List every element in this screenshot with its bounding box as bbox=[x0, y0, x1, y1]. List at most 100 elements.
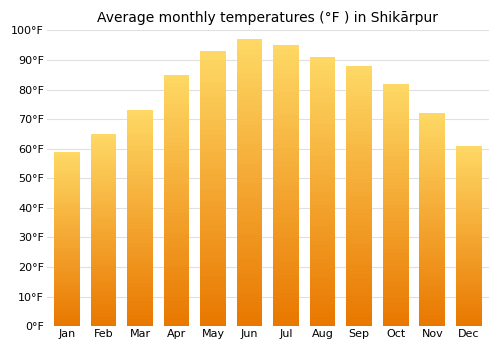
Bar bbox=[127, 236, 152, 240]
Bar bbox=[383, 84, 408, 88]
Bar bbox=[420, 188, 445, 191]
Bar bbox=[456, 260, 481, 263]
Bar bbox=[127, 251, 152, 254]
Bar bbox=[127, 240, 152, 243]
Bar bbox=[200, 276, 226, 280]
Bar bbox=[90, 179, 116, 182]
Bar bbox=[310, 295, 336, 299]
Bar bbox=[383, 124, 408, 128]
Bar bbox=[310, 151, 336, 156]
Bar bbox=[310, 250, 336, 254]
Bar bbox=[420, 308, 445, 312]
Bar bbox=[456, 272, 481, 275]
Bar bbox=[200, 102, 226, 106]
Bar bbox=[420, 255, 445, 259]
Bar bbox=[54, 175, 80, 178]
Bar bbox=[200, 262, 226, 267]
Bar bbox=[383, 217, 408, 221]
Bar bbox=[383, 156, 408, 160]
Bar bbox=[420, 127, 445, 131]
Bar bbox=[237, 264, 262, 269]
Bar bbox=[383, 96, 408, 100]
Bar bbox=[346, 88, 372, 92]
Bar bbox=[237, 116, 262, 120]
Bar bbox=[274, 204, 299, 209]
Bar bbox=[237, 168, 262, 173]
Bar bbox=[54, 320, 80, 323]
Bar bbox=[346, 309, 372, 313]
Bar bbox=[274, 97, 299, 102]
Bar bbox=[54, 309, 80, 312]
Bar bbox=[127, 247, 152, 251]
Bar bbox=[164, 138, 190, 142]
Bar bbox=[164, 184, 190, 188]
Bar bbox=[274, 293, 299, 298]
Bar bbox=[383, 148, 408, 152]
Bar bbox=[164, 230, 190, 234]
Bar bbox=[127, 254, 152, 258]
Bar bbox=[237, 130, 262, 135]
Bar bbox=[164, 117, 190, 121]
Bar bbox=[90, 150, 116, 153]
Bar bbox=[274, 55, 299, 59]
Bar bbox=[90, 134, 116, 137]
Bar bbox=[90, 281, 116, 285]
Title: Average monthly temperatures (°F ) in Shikārpur: Average monthly temperatures (°F ) in Sh… bbox=[98, 11, 438, 25]
Bar bbox=[200, 280, 226, 285]
Bar bbox=[310, 237, 336, 241]
Bar bbox=[420, 237, 445, 241]
Bar bbox=[274, 190, 299, 195]
Bar bbox=[54, 294, 80, 297]
Bar bbox=[383, 132, 408, 136]
Bar bbox=[237, 78, 262, 82]
Bar bbox=[237, 307, 262, 312]
Bar bbox=[456, 164, 481, 167]
Bar bbox=[200, 175, 226, 180]
Bar bbox=[456, 266, 481, 269]
Bar bbox=[310, 254, 336, 259]
Bar bbox=[456, 215, 481, 218]
Bar bbox=[456, 284, 481, 287]
Bar bbox=[54, 204, 80, 207]
Bar bbox=[420, 259, 445, 262]
Bar bbox=[383, 294, 408, 298]
Bar bbox=[274, 92, 299, 97]
Bar bbox=[164, 100, 190, 104]
Bar bbox=[383, 241, 408, 245]
Bar bbox=[420, 280, 445, 284]
Bar bbox=[200, 198, 226, 202]
Bar bbox=[420, 301, 445, 305]
Bar bbox=[310, 70, 336, 75]
Bar bbox=[127, 258, 152, 261]
Bar bbox=[274, 317, 299, 321]
Bar bbox=[90, 172, 116, 176]
Bar bbox=[346, 70, 372, 75]
Bar bbox=[456, 176, 481, 179]
Bar bbox=[90, 291, 116, 294]
Bar bbox=[383, 213, 408, 217]
Bar bbox=[420, 209, 445, 212]
Bar bbox=[310, 228, 336, 232]
Bar bbox=[164, 129, 190, 133]
Bar bbox=[127, 128, 152, 132]
Bar bbox=[420, 134, 445, 138]
Bar bbox=[310, 165, 336, 169]
Bar bbox=[200, 234, 226, 239]
Bar bbox=[310, 187, 336, 191]
Bar bbox=[164, 133, 190, 138]
Bar bbox=[420, 124, 445, 127]
Bar bbox=[237, 135, 262, 140]
Bar bbox=[90, 166, 116, 169]
Bar bbox=[346, 178, 372, 183]
Bar bbox=[383, 261, 408, 266]
Bar bbox=[456, 197, 481, 200]
Bar bbox=[420, 181, 445, 184]
Bar bbox=[90, 156, 116, 160]
Bar bbox=[456, 245, 481, 248]
Bar bbox=[383, 253, 408, 257]
Bar bbox=[54, 166, 80, 169]
Bar bbox=[54, 271, 80, 274]
Bar bbox=[54, 155, 80, 158]
Bar bbox=[127, 211, 152, 215]
Bar bbox=[127, 304, 152, 308]
